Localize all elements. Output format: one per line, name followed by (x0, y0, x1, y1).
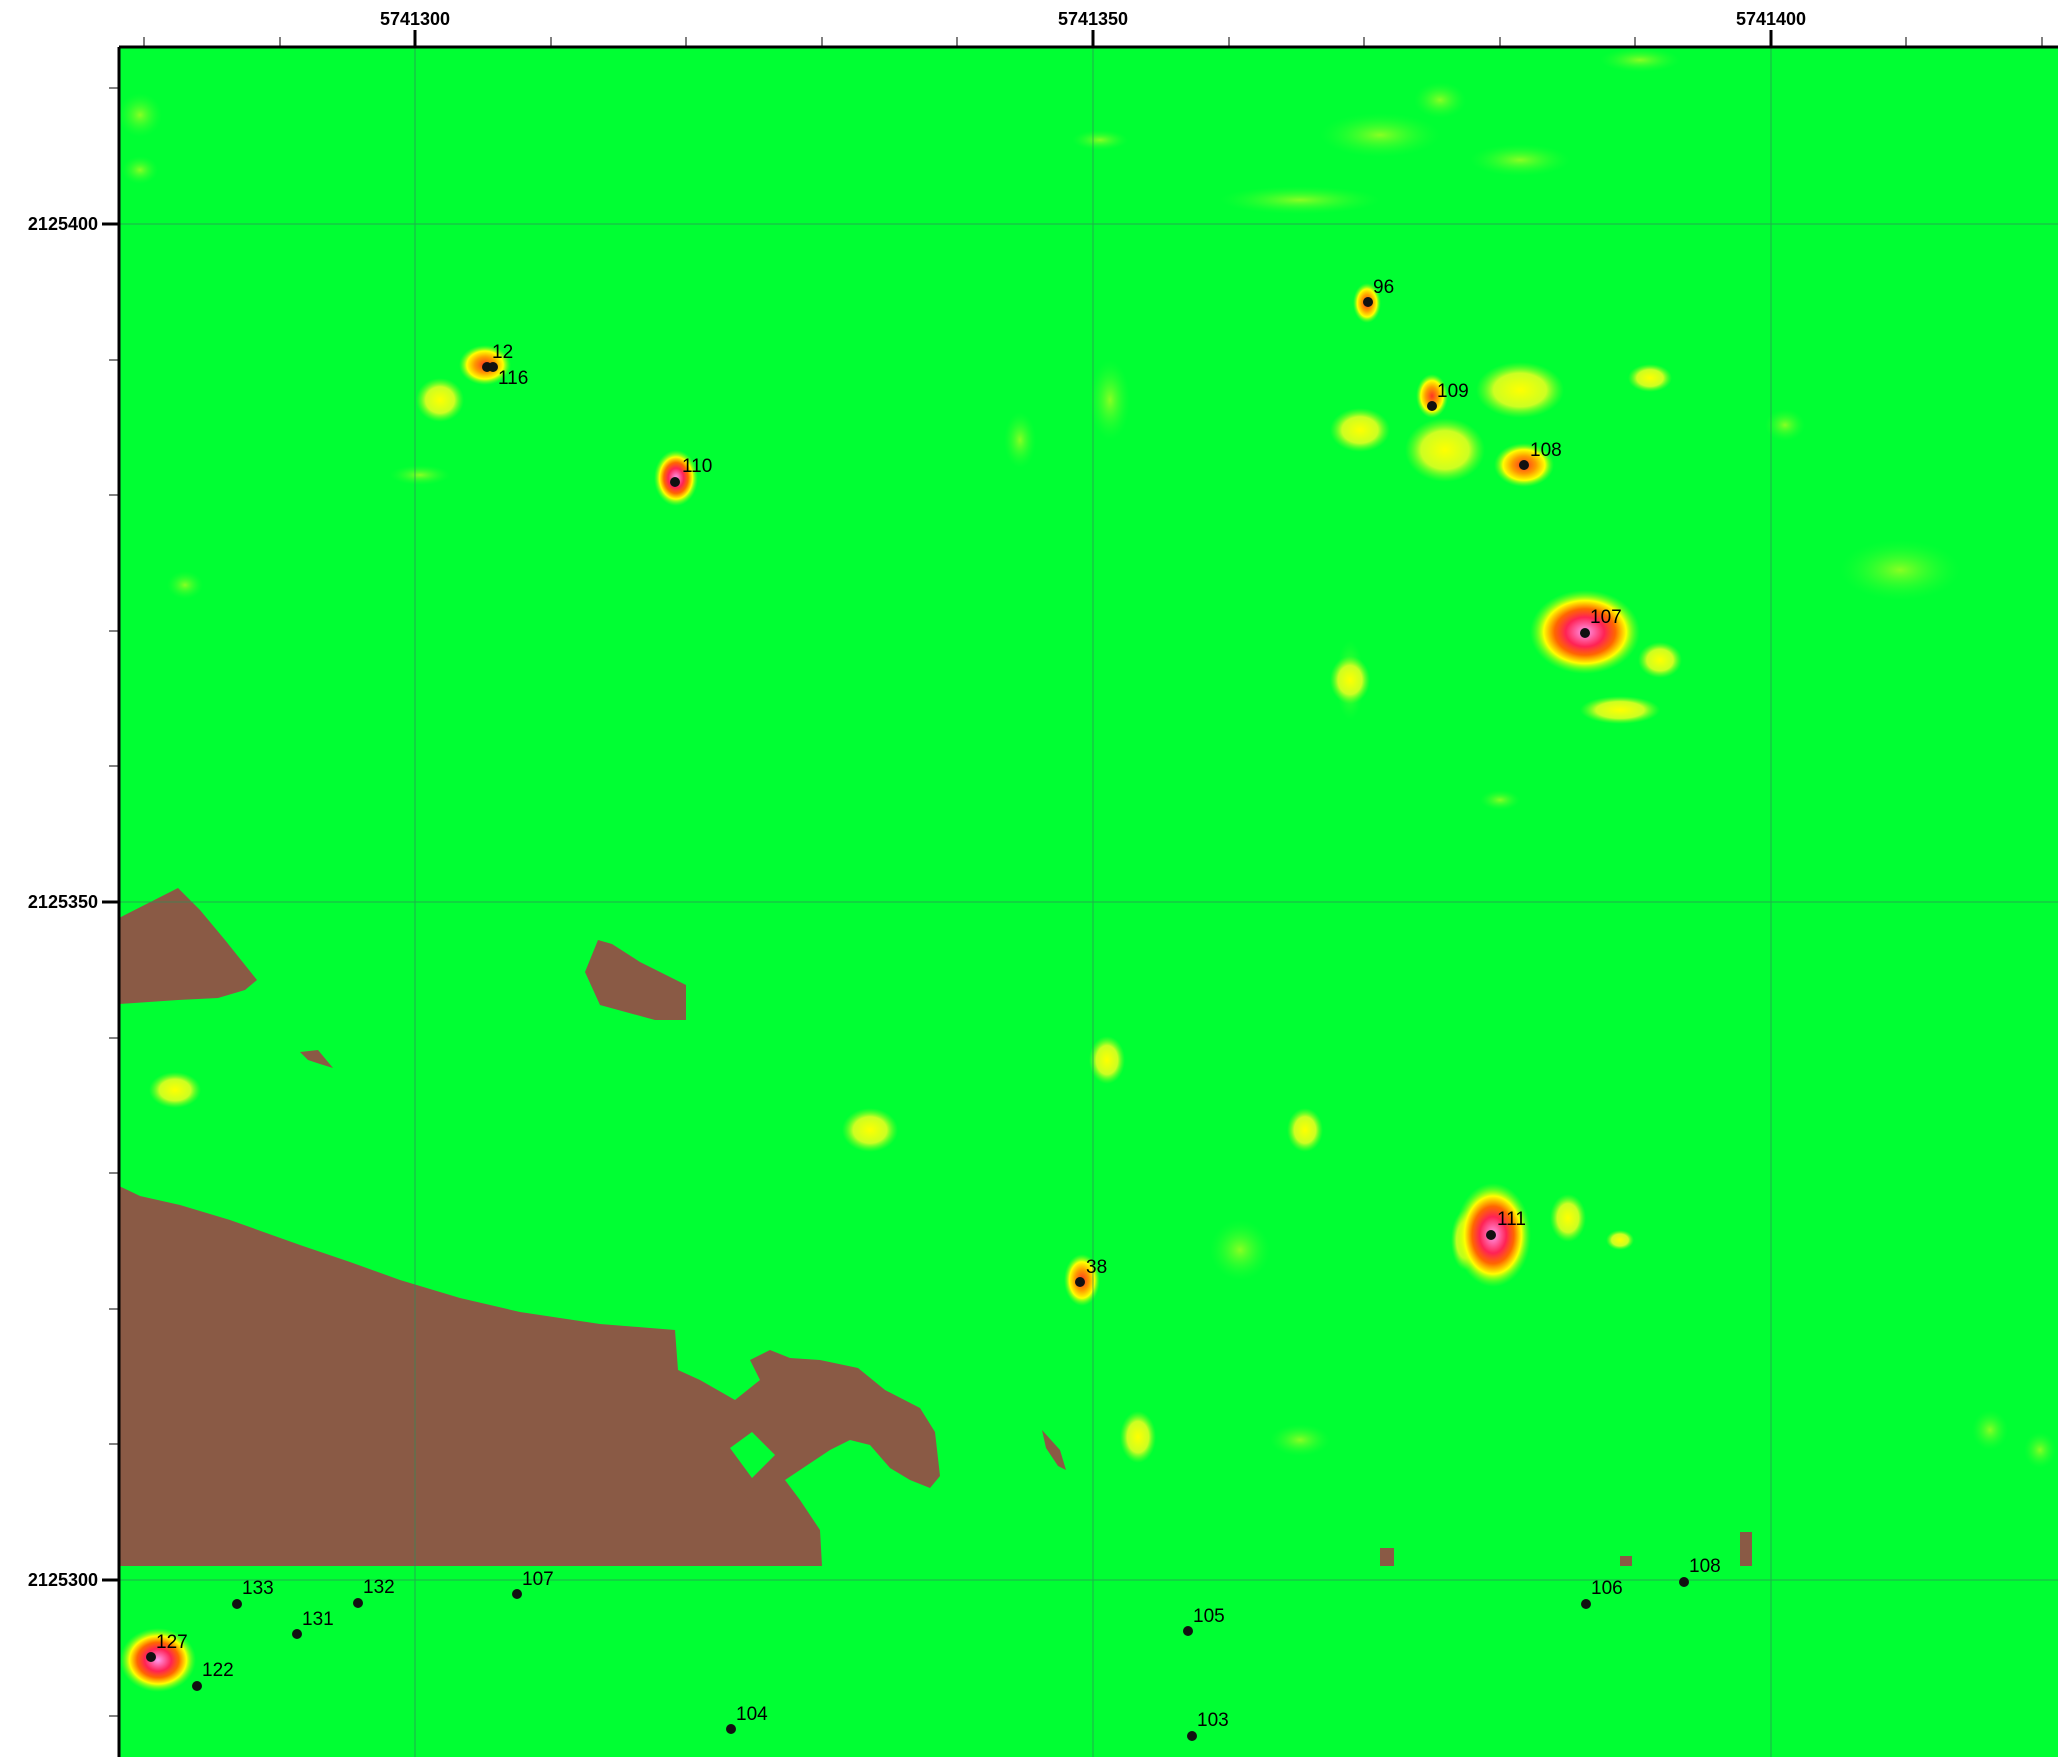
point-label: 96 (1373, 277, 1394, 298)
point-label: 111 (1497, 1209, 1526, 1230)
point-label: 38 (1086, 1257, 1107, 1278)
map-point[interactable]: 127 (146, 1632, 188, 1662)
point-label: 109 (1437, 381, 1469, 402)
point-label: 107 (1590, 607, 1622, 628)
map-point[interactable]: 96 (1363, 277, 1394, 307)
map-point[interactable]: 131 (292, 1609, 334, 1639)
map-point[interactable]: 106 (1581, 1578, 1623, 1609)
x-axis-label: 5741300 (380, 9, 450, 29)
point-label: 12 (492, 342, 513, 363)
map-point[interactable]: 105 (1183, 1606, 1225, 1636)
map-point[interactable]: 103 (1187, 1710, 1229, 1741)
point-label: 122 (202, 1660, 234, 1681)
point-label: 103 (1197, 1710, 1229, 1731)
y-axis-label: 2125400 (28, 214, 98, 234)
map-point[interactable]: 116 (498, 368, 528, 389)
x-axis-label: 5741350 (1058, 9, 1128, 29)
map-point[interactable]: 107 (512, 1569, 554, 1599)
x-axis-labels: 5741300 5741350 5741400 (380, 9, 1806, 29)
y-axis-label: 2125350 (28, 892, 98, 912)
point-label: 108 (1689, 1556, 1721, 1577)
bare-ground (119, 888, 1752, 1566)
map-point[interactable]: 110 (670, 456, 712, 487)
point-label: 105 (1193, 1606, 1225, 1627)
point-label: 127 (156, 1632, 188, 1653)
map-point[interactable]: 111 (1486, 1209, 1526, 1240)
bare-ground-gap (730, 1432, 775, 1478)
sample-points: 12 116 110 96 109 108 107 111 38 133 132… (146, 277, 1721, 1741)
point-label: 110 (682, 456, 712, 477)
point-label: 116 (498, 368, 528, 389)
map-point[interactable]: 108 (1679, 1556, 1721, 1587)
map-point[interactable]: 108 (1519, 440, 1562, 470)
axis-ticks (102, 30, 2043, 1717)
y-axis-label: 2125300 (28, 1570, 98, 1590)
map-point[interactable]: 38 (1075, 1257, 1107, 1287)
point-label: 107 (522, 1569, 554, 1590)
point-label: 106 (1591, 1578, 1623, 1599)
map-point[interactable]: 109 (1427, 381, 1469, 411)
map-point[interactable]: 12 (482, 342, 513, 372)
map-point[interactable]: 132 (353, 1577, 395, 1608)
point-label: 133 (242, 1578, 274, 1599)
point-label: 132 (363, 1577, 395, 1598)
point-label: 131 (302, 1609, 334, 1630)
map-point[interactable]: 122 (192, 1660, 234, 1691)
map-point[interactable]: 107 (1580, 607, 1622, 638)
y-axis-labels: 2125400 2125350 2125300 (28, 214, 98, 1590)
map-grid (119, 47, 2058, 1757)
map-point[interactable]: 104 (726, 1704, 768, 1734)
map-point[interactable]: 133 (232, 1578, 274, 1609)
x-axis-label: 5741400 (1736, 9, 1806, 29)
point-label: 104 (736, 1704, 768, 1725)
point-label: 108 (1530, 440, 1562, 461)
